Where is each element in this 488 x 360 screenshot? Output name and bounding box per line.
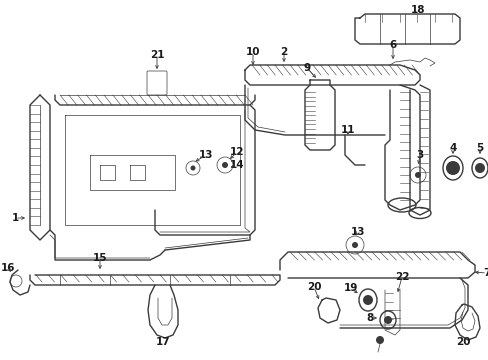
Text: 11: 11 xyxy=(340,125,354,135)
Text: 3: 3 xyxy=(415,150,423,160)
Text: 20: 20 xyxy=(306,282,321,292)
Text: 20: 20 xyxy=(455,337,469,347)
Circle shape xyxy=(474,163,484,173)
Text: 2: 2 xyxy=(280,47,287,57)
Text: 15: 15 xyxy=(93,253,107,263)
Circle shape xyxy=(222,162,227,168)
Text: 17: 17 xyxy=(155,337,170,347)
Text: 6: 6 xyxy=(388,40,396,50)
Text: 13: 13 xyxy=(198,150,213,160)
Text: 1: 1 xyxy=(11,213,19,223)
Text: 22: 22 xyxy=(394,272,408,282)
Circle shape xyxy=(375,336,383,344)
Text: 4: 4 xyxy=(448,143,456,153)
Text: 14: 14 xyxy=(229,160,244,170)
Circle shape xyxy=(190,166,195,171)
Text: 21: 21 xyxy=(149,50,164,60)
Circle shape xyxy=(383,316,391,324)
Text: 19: 19 xyxy=(343,283,357,293)
Text: 12: 12 xyxy=(229,147,244,157)
Text: 8: 8 xyxy=(366,313,373,323)
Text: 9: 9 xyxy=(303,63,310,73)
Circle shape xyxy=(414,172,420,178)
Circle shape xyxy=(445,161,459,175)
Text: 10: 10 xyxy=(245,47,260,57)
Text: 18: 18 xyxy=(410,5,425,15)
Text: 7: 7 xyxy=(482,268,488,278)
Circle shape xyxy=(362,295,372,305)
Circle shape xyxy=(351,242,357,248)
Text: 13: 13 xyxy=(350,227,365,237)
Text: 16: 16 xyxy=(1,263,15,273)
Text: 5: 5 xyxy=(475,143,483,153)
